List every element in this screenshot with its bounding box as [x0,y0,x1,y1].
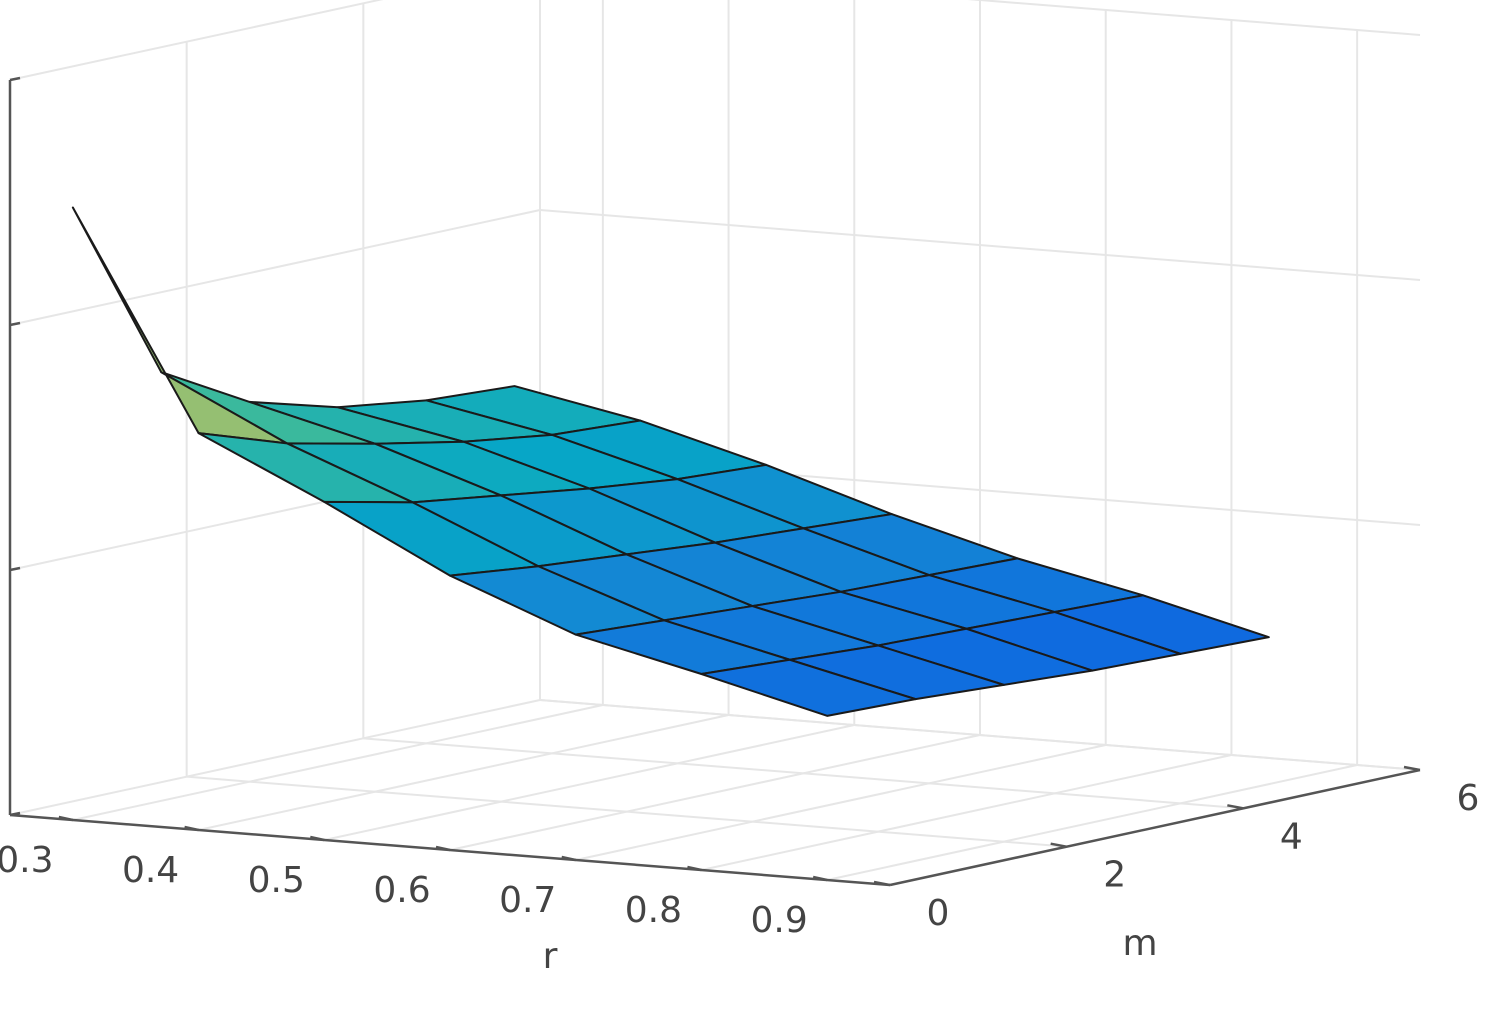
y-tick-label: 0 [927,893,950,934]
x-tick-label: 0.8 [625,890,682,931]
grid-line [539,699,1421,771]
grid-line [198,714,729,831]
z-tick [9,566,21,572]
grid-line [575,744,1106,861]
x-tick [435,845,451,852]
grid-line [539,209,1421,281]
grid-line [72,704,604,821]
grid-line [9,699,541,816]
surface-patch [700,658,917,717]
y-tick [1403,765,1421,772]
y-tick [873,880,891,887]
z-tick [9,76,21,82]
x-tick-label: 0.7 [499,880,556,921]
y-tick [1227,804,1244,810]
grid-line [449,734,981,851]
z-tick [9,811,21,817]
x-tick [58,815,74,822]
y-axis-line [889,768,1421,887]
x-tick [184,825,199,832]
grid-line [9,209,541,326]
x-tick [812,875,828,882]
grid-line [701,754,1232,871]
grid-line [826,764,1358,881]
x-tick-label: 0.9 [751,900,808,941]
x-tick-label: 0.4 [122,850,179,891]
grid-line [967,0,1421,36]
x-tick [561,855,576,862]
y-tick [1050,842,1067,848]
y-tick-label: 2 [1103,855,1126,896]
y-tick-label: 6 [1457,778,1480,819]
grid-line [186,775,1067,848]
x-tick-label: 0.5 [248,860,305,901]
x-tick-label: 0.3 [0,840,53,881]
x-tick-label: 0.6 [373,870,430,911]
grid-line [363,737,1244,810]
y-tick-label: 4 [1280,816,1303,857]
z-tick [9,321,21,327]
grid-line [324,724,855,841]
y-axis-label: m [1122,923,1157,964]
x-axis-label: r [543,936,558,977]
x-tick [310,835,325,842]
grid-line [9,0,384,81]
x-tick [687,865,702,872]
